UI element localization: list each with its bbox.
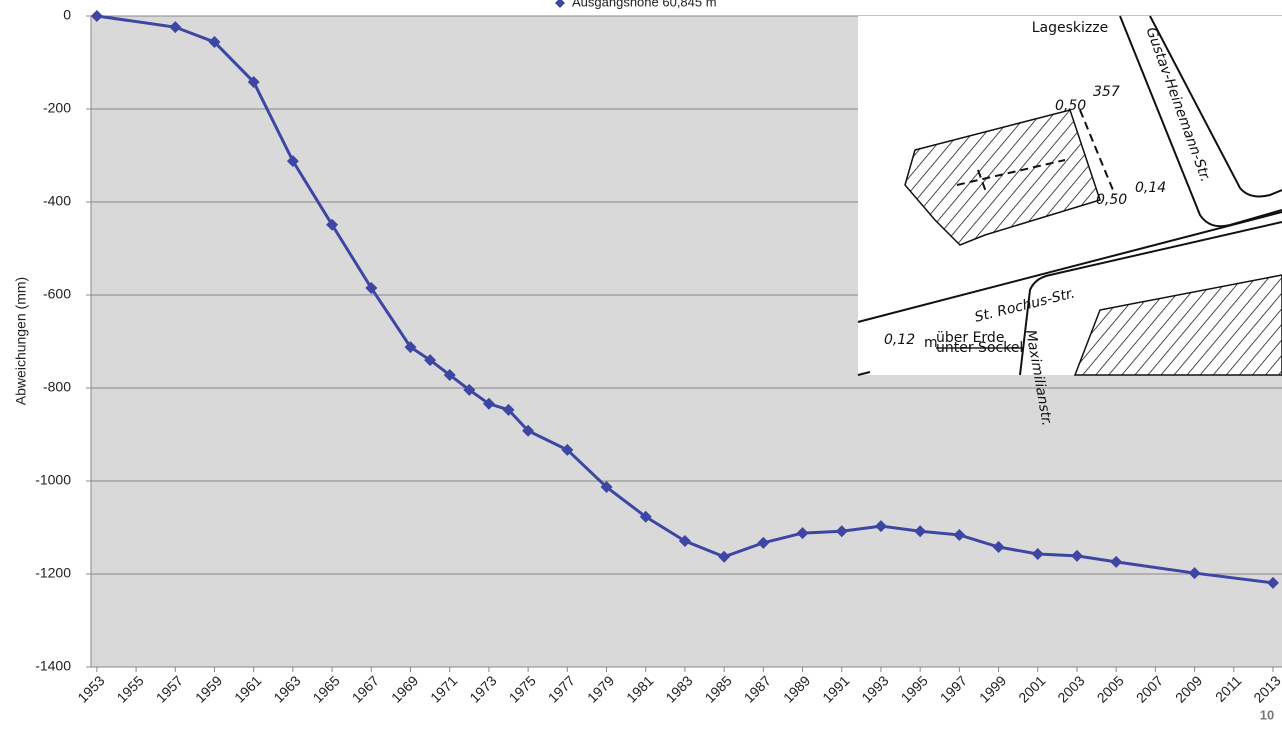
x-tick-label: 2011 [1212, 672, 1245, 705]
x-tick-label: 1953 [74, 672, 107, 705]
x-tick-label: 1991 [819, 672, 852, 705]
x-tick-label: 2007 [1133, 672, 1166, 705]
x-tick-label: 2009 [1172, 672, 1205, 705]
y-tick-label: -800 [43, 379, 71, 395]
x-tick-label: 1967 [349, 672, 382, 705]
legend-label: Ausgangshöhe 60,845 m [572, 0, 717, 9]
x-tick-label: 1983 [662, 672, 695, 705]
x-tick-label: 1997 [937, 672, 970, 705]
x-tick-label: 2003 [1054, 672, 1087, 705]
measure: 0,50 [1055, 98, 1086, 114]
y-axis-label: Abweichungen (mm) [13, 277, 29, 405]
x-tick-label: 1989 [780, 672, 813, 705]
x-tick-label: 1985 [702, 672, 735, 705]
y-tick-label: -1400 [35, 658, 71, 674]
x-tick-label: 1977 [545, 672, 578, 705]
x-tick-label: 2013 [1250, 672, 1282, 705]
height-value: 0,12 [884, 332, 915, 348]
x-tick-label: 1971 [427, 672, 460, 705]
y-tick-label: -400 [43, 193, 71, 209]
x-tick-label: 1979 [584, 672, 617, 705]
inset-sketch: Lageskizze Gustav-Heinemann-Str. St. Roc… [858, 16, 1282, 427]
x-tick-label: 1957 [153, 672, 186, 705]
measure: 0,14 [1135, 180, 1166, 196]
x-tick-label: 1987 [741, 672, 774, 705]
x-tick-label: 1955 [113, 672, 146, 705]
x-tick-label: 2001 [1015, 672, 1048, 705]
x-tick-label: 1975 [506, 672, 539, 705]
page-number: 10 [1260, 707, 1274, 722]
x-tick-label: 1969 [388, 672, 421, 705]
x-tick-label: 1999 [976, 672, 1009, 705]
y-tick-label: -200 [43, 100, 71, 116]
x-tick-label: 1995 [898, 672, 931, 705]
x-tick-label: 1965 [309, 672, 342, 705]
x-tick-label: 1959 [192, 672, 225, 705]
y-tick-label: -1200 [35, 565, 71, 581]
y-tick-label: -1000 [35, 472, 71, 488]
x-tick-label: 1981 [623, 672, 656, 705]
legend-marker [555, 0, 565, 8]
x-tick-label: 1973 [466, 672, 499, 705]
chart: Lageskizze Gustav-Heinemann-Str. St. Roc… [0, 0, 1282, 729]
inset-title: Lageskizze [1032, 20, 1108, 36]
x-tick-label: 1993 [858, 672, 891, 705]
y-tick-label: -600 [43, 286, 71, 302]
height-note: unter Sockel [936, 340, 1023, 356]
x-tick-label: 1961 [231, 672, 264, 705]
y-tick-label: 0 [63, 7, 71, 23]
measure: 357 [1093, 84, 1120, 100]
x-tick-label: 2005 [1094, 672, 1127, 705]
measure: 0,50 [1096, 192, 1127, 208]
x-tick-label: 1963 [270, 672, 303, 705]
